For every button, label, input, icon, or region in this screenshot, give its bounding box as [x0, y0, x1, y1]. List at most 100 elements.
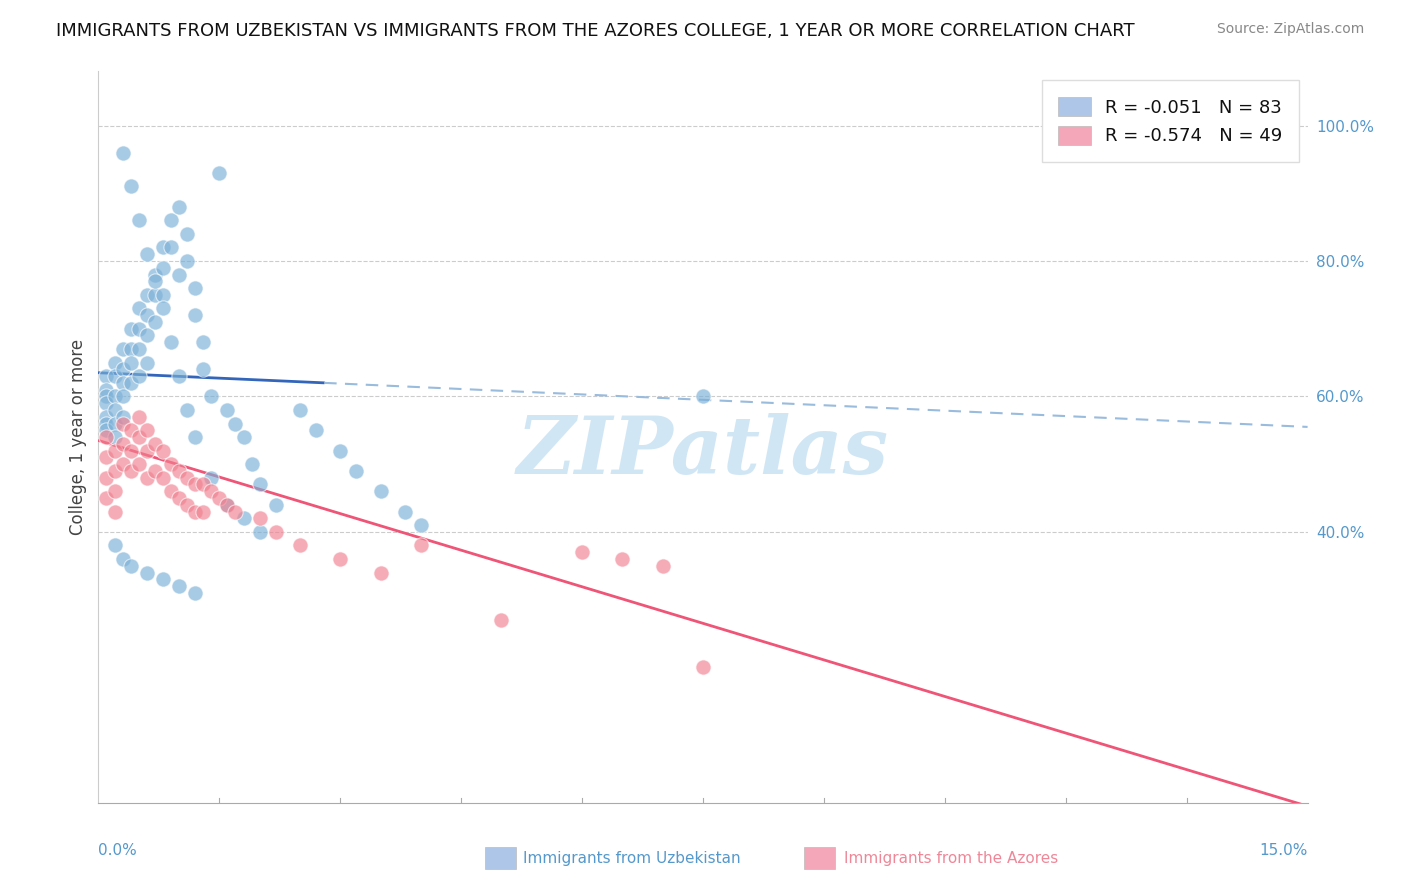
Point [96, 471, 118, 485]
Point [176, 403, 198, 417]
Point [103, 538, 125, 552]
Point [176, 227, 198, 241]
Point [111, 409, 134, 424]
Text: 15.0%: 15.0% [1260, 843, 1308, 858]
Point [96, 396, 118, 410]
Text: Immigrants from the Azores: Immigrants from the Azores [844, 851, 1057, 865]
Point [344, 464, 367, 478]
Point [184, 505, 207, 519]
Point [120, 376, 142, 390]
Point [96, 450, 118, 465]
Point [167, 579, 190, 593]
Y-axis label: College, 1 year or more: College, 1 year or more [69, 339, 87, 535]
Point [160, 240, 183, 254]
Point [200, 389, 222, 403]
Point [176, 254, 198, 268]
Point [128, 457, 150, 471]
Point [217, 403, 239, 417]
Point [111, 552, 134, 566]
Point [96, 430, 118, 444]
Point [111, 342, 134, 356]
Point [143, 464, 166, 478]
Point [193, 505, 215, 519]
Point [111, 437, 134, 451]
Point [184, 477, 207, 491]
Point [208, 491, 231, 505]
Point [120, 443, 142, 458]
Point [167, 268, 190, 282]
Point [160, 457, 183, 471]
Point [692, 389, 714, 403]
Point [120, 558, 142, 573]
Point [120, 179, 142, 194]
Point [167, 491, 190, 505]
Point [288, 538, 311, 552]
Point [193, 335, 215, 350]
Point [329, 443, 352, 458]
Point [96, 491, 118, 505]
Point [176, 471, 198, 485]
Point [160, 335, 183, 350]
Point [409, 518, 432, 533]
Point [143, 437, 166, 451]
Point [111, 389, 134, 403]
Point [135, 566, 157, 580]
Point [200, 471, 222, 485]
Point [152, 443, 174, 458]
Point [103, 403, 125, 417]
Point [103, 505, 125, 519]
Point [103, 430, 125, 444]
Point [135, 247, 157, 261]
Point [232, 430, 254, 444]
Point [120, 342, 142, 356]
Point [111, 417, 134, 431]
Point [152, 572, 174, 586]
Point [249, 511, 271, 525]
Point [224, 505, 246, 519]
Point [394, 505, 416, 519]
Point [103, 355, 125, 369]
Point [128, 342, 150, 356]
Point [409, 538, 432, 552]
Legend: R = -0.051   N = 83, R = -0.574   N = 49: R = -0.051 N = 83, R = -0.574 N = 49 [1042, 80, 1299, 161]
Point [128, 322, 150, 336]
Point [193, 362, 215, 376]
Point [128, 430, 150, 444]
Point [232, 511, 254, 525]
Point [224, 417, 246, 431]
Point [651, 558, 673, 573]
Point [217, 498, 239, 512]
Point [103, 417, 125, 431]
Point [184, 308, 207, 322]
Point [249, 477, 271, 491]
Point [143, 288, 166, 302]
Point [143, 268, 166, 282]
Point [152, 288, 174, 302]
Text: Source: ZipAtlas.com: Source: ZipAtlas.com [1216, 22, 1364, 37]
Point [612, 552, 634, 566]
Point [217, 498, 239, 512]
Point [167, 200, 190, 214]
Point [152, 471, 174, 485]
Point [135, 328, 157, 343]
Text: IMMIGRANTS FROM UZBEKISTAN VS IMMIGRANTS FROM THE AZORES COLLEGE, 1 YEAR OR MORE: IMMIGRANTS FROM UZBEKISTAN VS IMMIGRANTS… [56, 22, 1135, 40]
Point [103, 443, 125, 458]
Point [370, 484, 392, 499]
Point [135, 471, 157, 485]
Point [176, 498, 198, 512]
Point [96, 417, 118, 431]
Point [96, 389, 118, 403]
Point [120, 464, 142, 478]
Point [111, 145, 134, 160]
Point [184, 586, 207, 600]
Point [103, 484, 125, 499]
Point [135, 443, 157, 458]
Point [160, 484, 183, 499]
Point [152, 240, 174, 254]
Point [120, 355, 142, 369]
Point [143, 315, 166, 329]
Point [103, 389, 125, 403]
Point [288, 403, 311, 417]
Point [200, 484, 222, 499]
Point [128, 409, 150, 424]
